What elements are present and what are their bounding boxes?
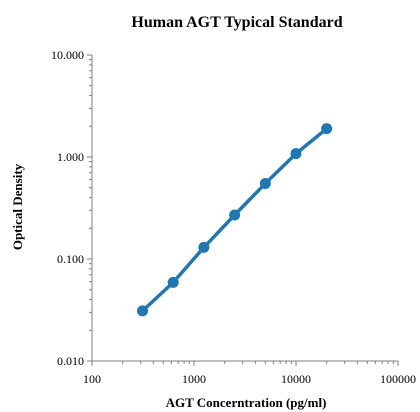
data-point	[259, 177, 271, 189]
data-point	[321, 123, 333, 135]
y-tick-label: 1.000	[57, 150, 84, 164]
data-point	[167, 276, 179, 288]
chart-title: Human AGT Typical Standard	[131, 14, 342, 31]
y-tick-label: 10.000	[51, 48, 84, 62]
tick-labels: 0.010 0.100 1.000 10.000 100 1000 10000 100000	[51, 48, 416, 386]
data-point	[198, 241, 210, 253]
axes	[87, 54, 399, 366]
y-axis-label: Optical Density	[10, 163, 25, 250]
data-point	[136, 305, 148, 317]
x-tick-label: 1000	[182, 372, 206, 386]
x-tick-label: 100000	[380, 372, 416, 386]
y-tick-label: 0.100	[57, 252, 84, 266]
series-points	[136, 123, 333, 317]
y-tick-label: 0.010	[57, 354, 84, 368]
x-axis-label: AGT Concerntration (pg/ml)	[166, 395, 327, 410]
x-tick-label: 10000	[281, 372, 311, 386]
data-point	[229, 209, 241, 221]
x-tick-label: 100	[83, 372, 101, 386]
data-point	[290, 148, 302, 160]
